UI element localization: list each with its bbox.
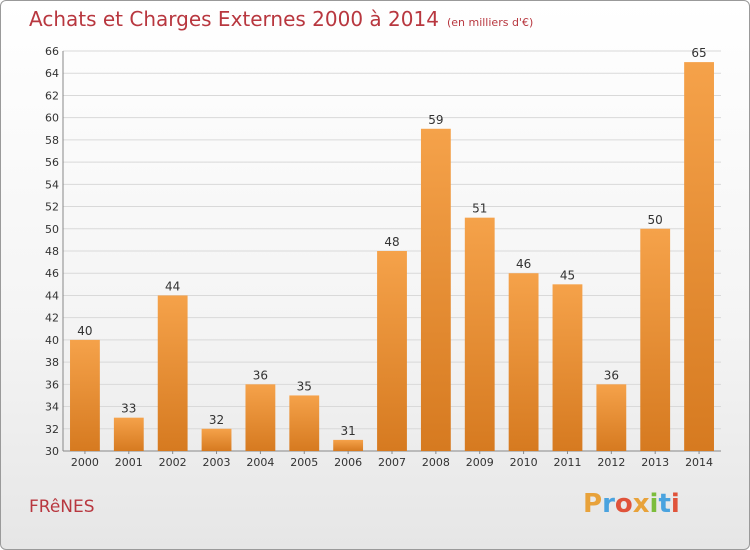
y-tick-label: 46 bbox=[45, 267, 59, 280]
data-label: 36 bbox=[253, 368, 268, 382]
x-tick-label: 2000 bbox=[71, 456, 99, 469]
y-tick-label: 54 bbox=[45, 178, 59, 191]
data-label: 45 bbox=[560, 268, 575, 282]
data-label: 44 bbox=[165, 279, 180, 293]
data-label: 33 bbox=[121, 402, 136, 416]
town-name: FRêNES bbox=[29, 497, 95, 517]
data-label: 51 bbox=[472, 202, 487, 216]
bar bbox=[70, 339, 100, 451]
logo-letter: x bbox=[632, 489, 650, 519]
data-label: 35 bbox=[297, 379, 312, 393]
data-label: 31 bbox=[340, 424, 355, 438]
bar bbox=[333, 439, 364, 451]
y-tick-label: 36 bbox=[45, 378, 59, 391]
bars bbox=[70, 62, 714, 451]
data-label: 46 bbox=[516, 257, 531, 271]
y-tick-label: 64 bbox=[45, 67, 59, 80]
data-label: 36 bbox=[604, 368, 619, 382]
x-tick-label: 2001 bbox=[115, 456, 143, 469]
x-tick-label: 2014 bbox=[685, 456, 713, 469]
x-tick-label: 2010 bbox=[510, 456, 538, 469]
proxiti-logo[interactable]: Proxiti bbox=[583, 489, 680, 519]
bar bbox=[289, 395, 320, 451]
bar bbox=[245, 384, 276, 451]
bar bbox=[201, 428, 232, 451]
y-tick-label: 42 bbox=[45, 312, 59, 325]
bar bbox=[420, 128, 451, 451]
y-tick-label: 62 bbox=[45, 89, 59, 102]
logo-letter: i bbox=[649, 489, 659, 519]
x-tick-label: 2012 bbox=[597, 456, 625, 469]
chart-subtitle: (en milliers d'€) bbox=[446, 16, 534, 29]
y-tick-label: 56 bbox=[45, 156, 59, 169]
y-tick-label: 52 bbox=[45, 201, 59, 214]
labels: 30 32 34 36 38 40 42 44 46 48 50 52 54 56 58 60 62 64 66 40… bbox=[45, 45, 713, 469]
x-tick-label: 2002 bbox=[159, 456, 187, 469]
logo-letter: r bbox=[602, 489, 615, 519]
data-label: 32 bbox=[209, 413, 224, 427]
data-label: 50 bbox=[648, 213, 663, 227]
y-tick-label: 40 bbox=[45, 334, 59, 347]
bar bbox=[552, 284, 583, 451]
y-tick-label: 44 bbox=[45, 289, 59, 302]
data-label: 40 bbox=[77, 324, 92, 338]
x-tick-label: 2011 bbox=[553, 456, 581, 469]
y-tick-label: 48 bbox=[45, 245, 59, 258]
x-tick-label: 2004 bbox=[246, 456, 274, 469]
x-tick-label: 2006 bbox=[334, 456, 362, 469]
y-tick-label: 32 bbox=[45, 423, 59, 436]
x-tick-label: 2013 bbox=[641, 456, 669, 469]
y-tick-label: 50 bbox=[45, 223, 59, 236]
x-tick-label: 2009 bbox=[466, 456, 494, 469]
x-tick-label: 2005 bbox=[290, 456, 318, 469]
bar bbox=[640, 228, 671, 451]
bar bbox=[377, 251, 407, 451]
y-tick-label: 58 bbox=[45, 134, 59, 147]
logo-letter: o bbox=[614, 489, 633, 519]
y-tick-label: 34 bbox=[45, 401, 59, 414]
bar bbox=[508, 273, 539, 451]
chart-title-text: Achats et Charges Externes 2000 à 2014 bbox=[29, 7, 439, 31]
logo-letter: i bbox=[670, 489, 680, 519]
y-tick-label: 38 bbox=[45, 356, 59, 369]
x-tick-label: 2007 bbox=[378, 456, 406, 469]
x-tick-label: 2008 bbox=[422, 456, 450, 469]
data-label: 59 bbox=[428, 113, 443, 127]
logo-letter: P bbox=[583, 489, 603, 519]
bar bbox=[113, 417, 144, 451]
data-label: 48 bbox=[384, 235, 399, 249]
bar bbox=[157, 295, 188, 451]
y-tick-label: 30 bbox=[45, 445, 59, 458]
bar bbox=[464, 217, 495, 451]
y-tick-label: 60 bbox=[45, 112, 59, 125]
x-tick-label: 2003 bbox=[203, 456, 231, 469]
chart-title: Achats et Charges Externes 2000 à 2014 (e… bbox=[29, 7, 533, 31]
y-tick-label: 66 bbox=[45, 45, 59, 58]
logo-letter: t bbox=[658, 489, 671, 519]
data-label: 65 bbox=[691, 46, 706, 60]
bar bbox=[684, 62, 714, 451]
bar bbox=[596, 384, 627, 451]
